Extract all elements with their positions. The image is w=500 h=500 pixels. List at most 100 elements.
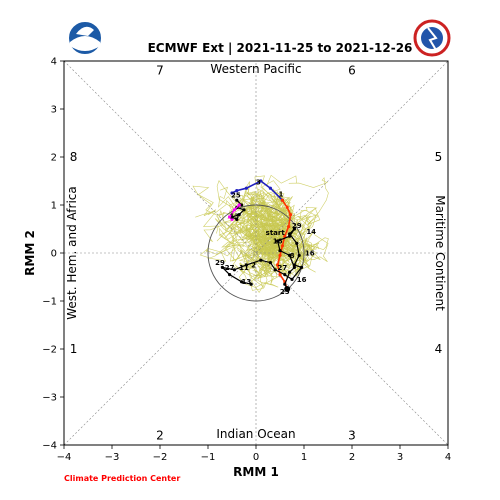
observed-blue-line-point <box>235 189 239 193</box>
region-bottom: Indian Ocean <box>216 427 295 441</box>
ensemble-member-line <box>286 206 320 273</box>
ens-mean-a-line-point <box>232 268 236 272</box>
observed-red-line-point <box>285 205 289 209</box>
ens-mean-a-line-point <box>273 268 277 272</box>
forecast-tail-line-point <box>228 215 232 219</box>
observed-blue-line-point <box>268 186 272 190</box>
y-tick-labels: −4 −3 −2 −1 0 1 2 3 4 <box>42 57 64 452</box>
date-label: 11 <box>239 264 249 272</box>
ensemble-member-line <box>266 174 329 249</box>
observed-red-line-point <box>280 198 284 202</box>
ensemble-member-line <box>231 215 313 280</box>
date-label: 8 <box>290 252 295 260</box>
region-left: West. Hem. and Africa <box>65 186 79 319</box>
ens-mean-b-line-point <box>237 213 241 217</box>
ens-mean-a-line-point <box>240 280 244 284</box>
forecast-tail-line-point <box>232 208 236 212</box>
ens-mean-a-line-point <box>288 253 292 257</box>
observed-red-line-point <box>287 225 291 229</box>
phase-label: 1 <box>70 342 78 356</box>
x-tick-label: 3 <box>397 452 403 463</box>
ens-mean-a-line-point <box>259 258 263 262</box>
y-tick-label: 1 <box>51 201 57 212</box>
x-tick-label: 4 <box>445 452 451 463</box>
date-label: 16 <box>273 237 283 245</box>
date-label: 29 <box>215 259 225 267</box>
y-tick-label: 2 <box>51 153 57 164</box>
x-tick-label: −1 <box>201 452 216 463</box>
chart-title: ECMWF Ext | 2021-11-25 to 2021-12-26 <box>148 41 413 55</box>
date-label: 13 <box>230 212 240 220</box>
credit-text: Climate Prediction Center <box>64 474 180 483</box>
region-right: Maritime Continent <box>433 195 447 311</box>
date-label: 1 <box>279 190 284 198</box>
observed-red-line-point <box>280 244 284 248</box>
noaa-logo <box>67 20 103 56</box>
ens-mean-b-line-point <box>240 203 244 207</box>
forecast-tail-line <box>228 204 240 220</box>
forecast-tail-line-point <box>230 217 234 221</box>
x-tick-label: 2 <box>349 452 355 463</box>
x-tick-label: 0 <box>253 452 259 463</box>
phase-label: 8 <box>70 150 78 164</box>
ens-mean-a-line-point <box>300 265 304 269</box>
ensemble-members <box>192 174 329 293</box>
ens-mean-a-line-point <box>297 253 301 257</box>
ens-mean-a-line-point <box>228 273 232 277</box>
ensemble-member-line <box>287 233 329 275</box>
ens-mean-b-line-point <box>235 198 239 202</box>
x-tick-labels: −4 −3 −2 −1 0 1 2 3 4 <box>57 445 451 463</box>
date-label: 29 <box>292 222 302 230</box>
ens-mean-a-line-point <box>283 282 287 286</box>
date-label: 16 <box>297 276 307 284</box>
ens-mean-a-line-point <box>276 239 280 243</box>
y-tick-label: 3 <box>51 105 57 116</box>
y-tick-label: −3 <box>42 393 57 404</box>
region-top: Western Pacific <box>210 62 301 76</box>
x-tick-label: 1 <box>301 452 307 463</box>
phase-numbers: 1 2 3 4 5 6 7 8 <box>70 64 442 443</box>
ens-mean-a-line-point <box>244 263 248 267</box>
nws-logo <box>413 19 451 57</box>
date-label: 27 <box>278 264 288 272</box>
ensemble-member-line <box>192 185 285 252</box>
ens-mean-a-line-point <box>290 277 294 281</box>
phase-label: 5 <box>435 150 443 164</box>
observed-red-line-point <box>278 273 282 277</box>
end-marker <box>284 286 291 292</box>
ensemble-member-line <box>207 243 287 291</box>
ens-mean-a-line-point <box>288 234 292 238</box>
date-label: 3 <box>256 178 261 186</box>
plot-frame <box>63 60 449 446</box>
y-axis-label: RMM 2 <box>23 230 37 276</box>
phase-label: 4 <box>435 342 443 356</box>
phase-label: 7 <box>156 64 164 78</box>
date-label: start <box>266 229 286 237</box>
date-label: 13 <box>242 278 252 286</box>
ens-mean-a-line-point <box>288 232 292 236</box>
ens-mean-b-line-point <box>235 217 239 221</box>
unit-circle <box>207 204 305 302</box>
x-tick-label: −2 <box>153 452 168 463</box>
observed-red-line-point <box>288 213 293 217</box>
date-label: 2 <box>251 261 256 269</box>
x-tick-label: −3 <box>105 452 120 463</box>
ensemble-member-line <box>246 215 303 252</box>
observed-red-line-point <box>278 253 282 257</box>
date-label: 14 <box>306 228 316 236</box>
ens-mean-a-line-point <box>249 282 253 286</box>
ens-mean-a-line-point <box>220 265 224 269</box>
y-tick-label: 0 <box>51 249 57 260</box>
date-label: 27 <box>225 264 235 272</box>
observed-blue-line-point <box>244 186 248 190</box>
diagonal-guide <box>63 60 449 446</box>
ensemble-member-line <box>203 181 275 289</box>
phase-label: 2 <box>156 428 164 442</box>
ens-mean-a-line-point <box>268 261 272 265</box>
ensemble-member-line <box>266 235 316 267</box>
observed-blue-line-point <box>230 191 234 195</box>
ensemble-member-line <box>238 228 279 288</box>
ens-mean-a-line-point <box>278 249 282 253</box>
date-label: 25 <box>231 191 241 199</box>
